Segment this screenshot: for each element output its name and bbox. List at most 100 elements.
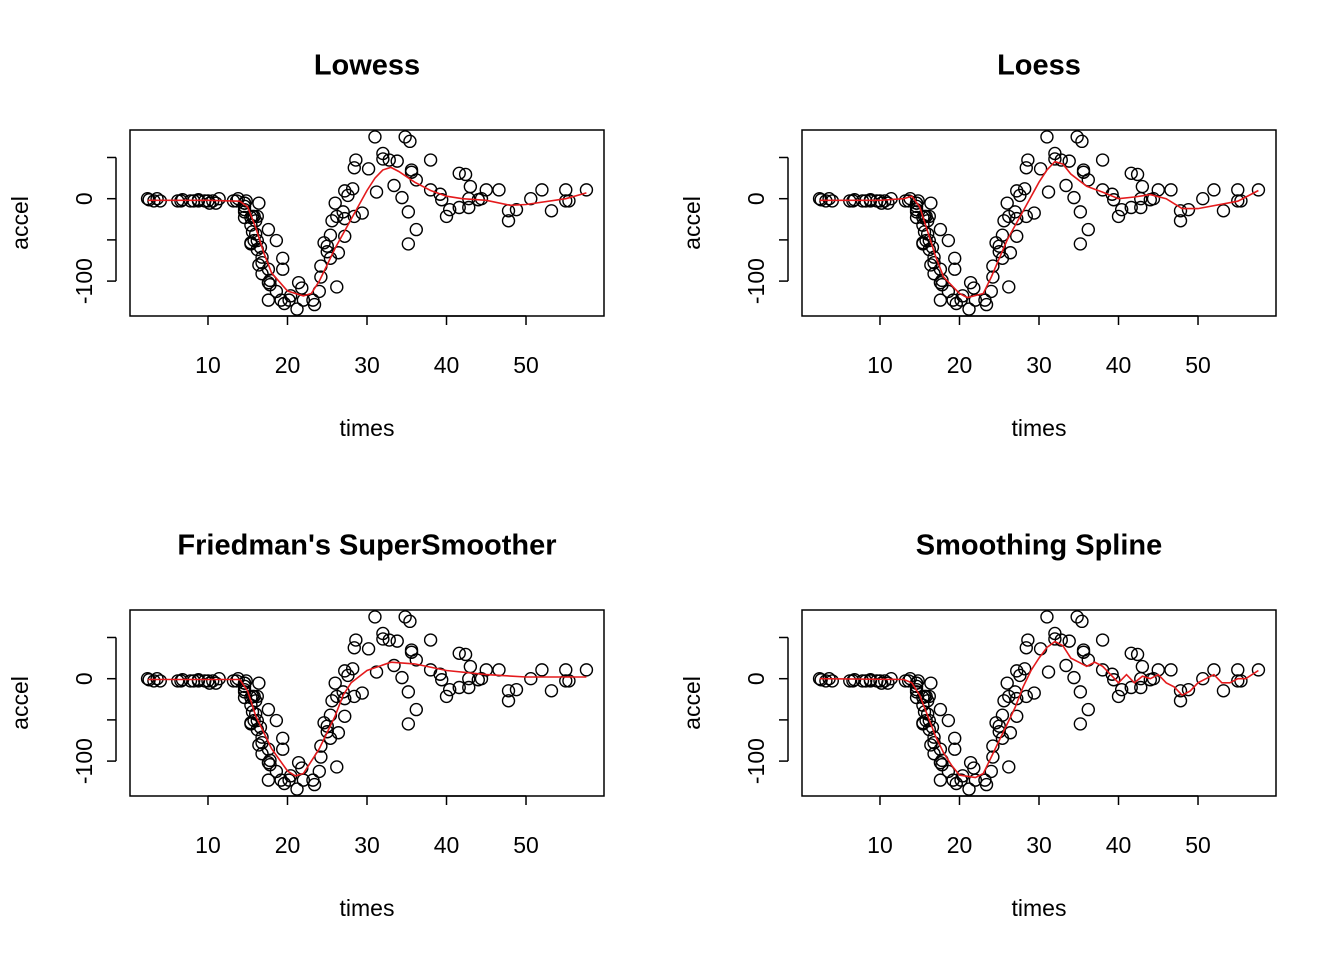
point bbox=[1231, 183, 1245, 197]
y-axis-label: accel bbox=[7, 676, 33, 730]
x-axis-label: times bbox=[340, 895, 395, 921]
point bbox=[261, 773, 276, 787]
x-tick-label: 40 bbox=[1106, 832, 1132, 858]
point bbox=[1164, 183, 1178, 197]
point bbox=[186, 674, 201, 688]
point bbox=[462, 200, 476, 215]
point bbox=[1075, 614, 1089, 629]
x-tick-label: 10 bbox=[195, 832, 221, 858]
point bbox=[237, 199, 252, 214]
point bbox=[252, 196, 266, 210]
point bbox=[1231, 663, 1245, 677]
x-tick-label: 30 bbox=[354, 352, 380, 378]
point bbox=[822, 191, 836, 206]
point bbox=[843, 674, 857, 688]
point bbox=[1207, 663, 1221, 677]
point bbox=[355, 206, 369, 220]
point bbox=[997, 694, 1011, 708]
point bbox=[562, 194, 576, 208]
point bbox=[979, 777, 994, 792]
point bbox=[925, 720, 940, 735]
point bbox=[909, 196, 924, 210]
point bbox=[1173, 204, 1188, 218]
point bbox=[382, 153, 396, 167]
x-tick-label: 20 bbox=[275, 352, 301, 378]
point bbox=[212, 191, 226, 206]
point bbox=[452, 200, 466, 215]
x-tick-label: 40 bbox=[434, 352, 460, 378]
point bbox=[323, 228, 338, 242]
point bbox=[948, 262, 962, 276]
x-tick-label: 30 bbox=[354, 832, 380, 858]
point bbox=[878, 674, 892, 688]
panel: Friedman's SuperSmoother times accel 10 20 30… bbox=[7, 530, 605, 921]
point bbox=[269, 233, 284, 248]
point bbox=[409, 222, 423, 237]
point bbox=[1041, 665, 1056, 679]
point bbox=[276, 251, 290, 265]
plot-frame bbox=[129, 609, 605, 797]
point bbox=[325, 214, 339, 228]
point bbox=[562, 674, 576, 688]
point bbox=[452, 646, 466, 661]
point bbox=[1062, 154, 1076, 168]
point bbox=[403, 134, 417, 149]
plot-frame bbox=[801, 609, 1277, 797]
point bbox=[368, 130, 382, 144]
chart-title: Lowess bbox=[314, 50, 420, 82]
point bbox=[1173, 694, 1188, 708]
point bbox=[276, 742, 290, 756]
point bbox=[1130, 167, 1145, 182]
point bbox=[1027, 206, 1041, 220]
point bbox=[276, 731, 290, 745]
point bbox=[1107, 193, 1121, 207]
point bbox=[395, 670, 409, 685]
chart-title: Smoothing Spline bbox=[916, 530, 1163, 562]
point bbox=[911, 674, 925, 688]
point bbox=[825, 674, 839, 688]
point bbox=[1111, 209, 1126, 224]
x-tick-label: 50 bbox=[1185, 832, 1211, 858]
point bbox=[1151, 663, 1165, 677]
point bbox=[881, 196, 895, 210]
smooth-line bbox=[819, 640, 1259, 779]
point bbox=[1114, 682, 1129, 697]
point bbox=[1075, 134, 1089, 149]
point bbox=[1105, 667, 1119, 681]
point bbox=[941, 233, 956, 248]
point bbox=[1003, 246, 1018, 260]
point bbox=[995, 228, 1010, 242]
point bbox=[387, 178, 401, 193]
point bbox=[1124, 680, 1138, 695]
point bbox=[1095, 153, 1110, 167]
point bbox=[1073, 717, 1088, 731]
point bbox=[442, 682, 457, 697]
point bbox=[1081, 702, 1095, 717]
point bbox=[1002, 760, 1016, 774]
point bbox=[855, 674, 870, 688]
point bbox=[814, 673, 828, 687]
point bbox=[922, 689, 936, 704]
point bbox=[401, 685, 416, 699]
point bbox=[250, 722, 264, 737]
x-axis-label: times bbox=[1012, 415, 1067, 441]
point bbox=[1033, 642, 1048, 656]
point bbox=[1234, 674, 1248, 688]
point bbox=[1181, 682, 1196, 697]
point bbox=[206, 674, 220, 688]
point bbox=[846, 674, 860, 688]
point bbox=[1231, 194, 1245, 208]
point bbox=[330, 760, 344, 774]
point bbox=[290, 782, 304, 796]
point bbox=[307, 777, 322, 792]
point bbox=[1124, 200, 1138, 215]
x-tick-label: 50 bbox=[513, 832, 539, 858]
point bbox=[1111, 689, 1126, 704]
point bbox=[1173, 684, 1188, 698]
point bbox=[479, 663, 493, 677]
point bbox=[255, 730, 269, 744]
point bbox=[1070, 130, 1084, 144]
point bbox=[1021, 153, 1035, 167]
point bbox=[984, 284, 998, 299]
point bbox=[269, 713, 284, 728]
